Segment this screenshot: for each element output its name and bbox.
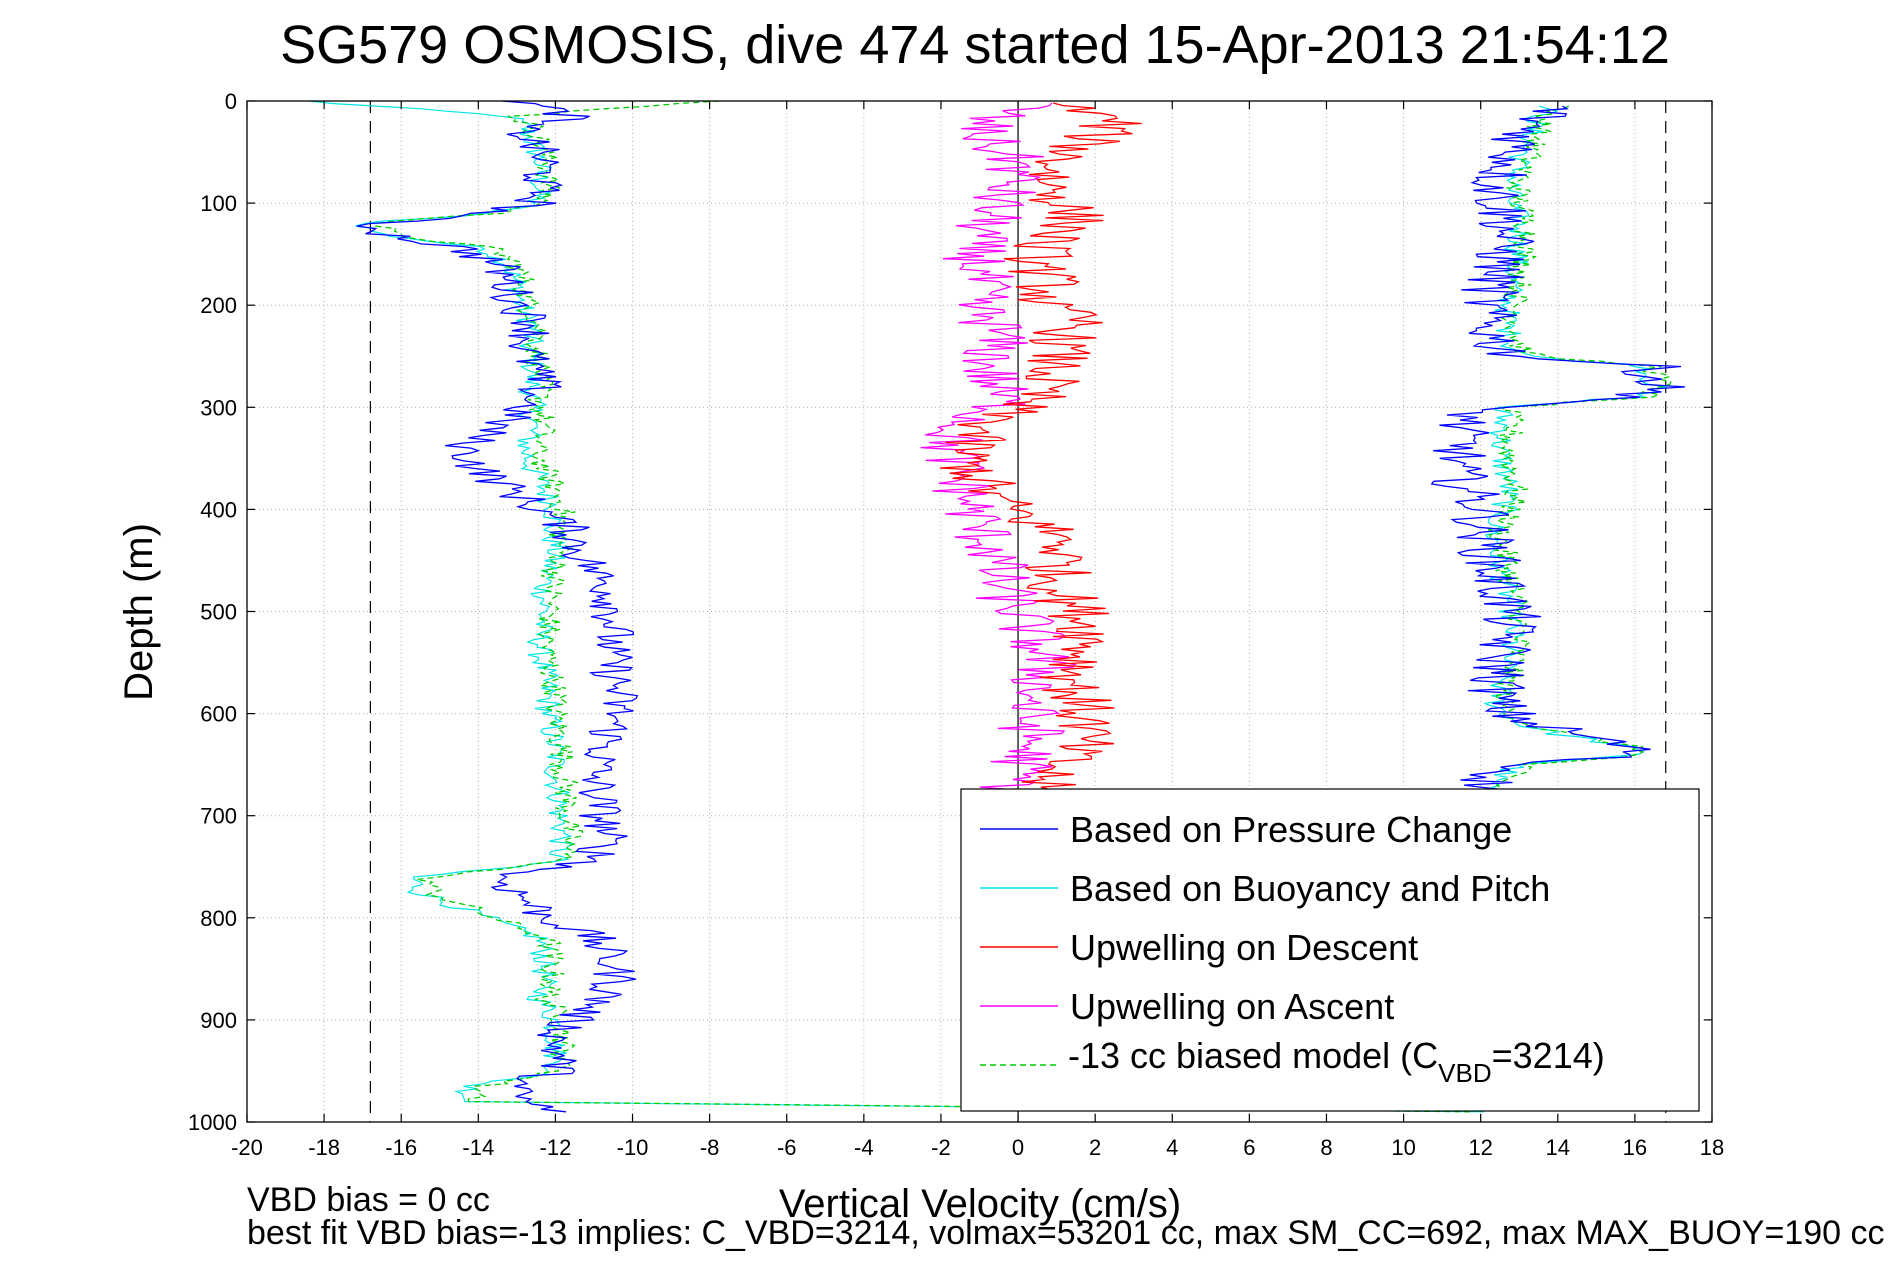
legend-label-pressure: Based on Pressure Change	[1070, 809, 1512, 850]
series-group	[308, 100, 1686, 1113]
x-tick-label: 16	[1623, 1135, 1647, 1160]
x-tick-label: -12	[540, 1135, 572, 1160]
legend-biased-suffix: =3214)	[1492, 1035, 1605, 1076]
y-tick-label: 900	[200, 1008, 237, 1033]
x-axis-label: Vertical Velocity (cm/s)	[779, 1182, 1181, 1226]
x-axis-ticks: -20 -18 -16 -14 -12 -10 -8 -6 -4 -2 0 2 4 6 8 10 12 14 16 1…	[231, 101, 1724, 1160]
y-tick-label: 600	[200, 702, 237, 727]
y-tick-label: 700	[200, 804, 237, 829]
x-tick-label: 12	[1468, 1135, 1492, 1160]
y-tick-label: 400	[200, 497, 237, 522]
legend-box	[960, 788, 1700, 1112]
best-fit-note: best fit VBD bias=-13 implies: C_VBD=321…	[247, 1214, 1884, 1252]
upwelling-ascent-line	[920, 102, 1077, 796]
x-tick-label: 18	[1700, 1135, 1724, 1160]
x-tick-label: -16	[385, 1135, 417, 1160]
y-tick-label: 800	[200, 906, 237, 931]
y-tick-label: 0	[225, 89, 237, 114]
legend: Based on Pressure Change Based on Buoyan…	[960, 788, 1700, 1112]
y-tick-label: 500	[200, 600, 237, 625]
x-tick-label: 10	[1391, 1135, 1415, 1160]
legend-label-biased-model: -13 cc biased model (CVBD=3214)	[1068, 1035, 1605, 1088]
x-tick-label: -18	[308, 1135, 340, 1160]
x-tick-label: -20	[231, 1135, 263, 1160]
x-tick-label: -14	[462, 1135, 494, 1160]
legend-label-buoyancy: Based on Buoyancy and Pitch	[1070, 868, 1550, 909]
-13-cc-biased-model-ascent-line	[1468, 105, 1672, 1108]
y-axis-label: Depth (m)	[117, 523, 161, 701]
legend-biased-sub: VBD	[1438, 1058, 1491, 1088]
legend-label-upwelling-ascent: Upwelling on Ascent	[1070, 986, 1394, 1027]
legend-label-upwelling-descent: Upwelling on Descent	[1070, 927, 1418, 968]
x-tick-label: 6	[1243, 1135, 1255, 1160]
chart-title: SG579 OSMOSIS, dive 474 started 15-Apr-2…	[280, 15, 1670, 75]
x-tick-label: 14	[1546, 1135, 1570, 1160]
y-tick-label: 1000	[188, 1110, 237, 1135]
y-tick-label: 300	[200, 395, 237, 420]
upwelling-descent-line	[939, 102, 1142, 806]
x-tick-label: -4	[854, 1135, 874, 1160]
y-tick-label: 100	[200, 191, 237, 216]
x-tick-label: -2	[931, 1135, 951, 1160]
-13-cc-biased-model-descent-line	[374, 100, 1470, 1113]
x-tick-label: -8	[700, 1135, 720, 1160]
x-tick-label: 4	[1166, 1135, 1178, 1160]
x-tick-label: -6	[777, 1135, 797, 1160]
x-tick-label: 8	[1320, 1135, 1332, 1160]
x-tick-label: 2	[1089, 1135, 1101, 1160]
y-tick-label: 200	[200, 293, 237, 318]
x-tick-label: 0	[1012, 1135, 1024, 1160]
vbd-bias-note: VBD bias = 0 cc	[247, 1181, 490, 1219]
based-on-pressure-change-descent-line	[356, 100, 639, 1113]
y-axis-ticks: 0 100 200 300 400 500 600 700 800 900 1000	[188, 89, 1712, 1135]
x-tick-label: -10	[617, 1135, 649, 1160]
legend-biased-prefix: -13 cc biased model (C	[1068, 1035, 1438, 1076]
